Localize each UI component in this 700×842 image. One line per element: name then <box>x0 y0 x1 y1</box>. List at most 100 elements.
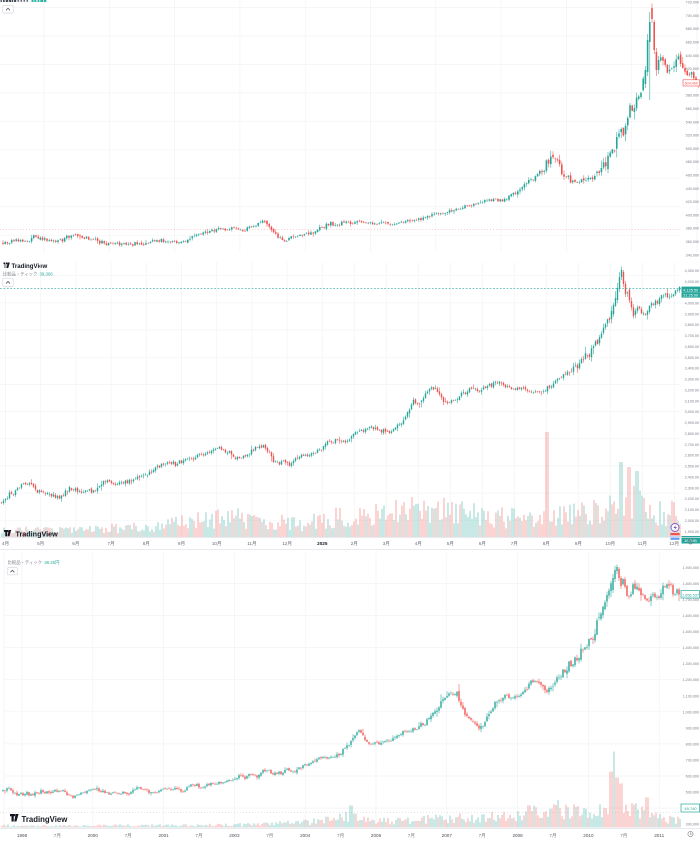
svg-text:2025: 2025 <box>317 541 328 546</box>
svg-text:1,800,000: 1,800,000 <box>683 582 699 586</box>
svg-text:TradingView: TradingView <box>16 529 59 538</box>
svg-text:1,400,000: 1,400,000 <box>683 646 699 650</box>
svg-text:2,800.00: 2,800.00 <box>685 432 699 436</box>
svg-text:2,500.00: 2,500.00 <box>685 465 699 469</box>
svg-text:7月: 7月 <box>408 833 415 839</box>
svg-text:580,000: 580,000 <box>686 94 699 98</box>
svg-text:620,000: 620,000 <box>686 67 699 71</box>
svg-text:7月: 7月 <box>620 833 627 839</box>
svg-text:2008: 2008 <box>512 833 523 838</box>
svg-text:21:25:09: 21:25:09 <box>683 294 698 298</box>
svg-text:3,800.00: 3,800.00 <box>685 323 699 327</box>
svg-text:2,100.00: 2,100.00 <box>685 508 699 512</box>
svg-text:500,000: 500,000 <box>686 147 699 151</box>
svg-text:2000: 2000 <box>88 833 99 838</box>
svg-text:2,200.00: 2,200.00 <box>685 497 699 501</box>
svg-text:3,100.00: 3,100.00 <box>685 399 699 403</box>
svg-text:2004: 2004 <box>300 833 311 838</box>
svg-text:2,600.00: 2,600.00 <box>685 454 699 458</box>
svg-text:4,125.50: 4,125.50 <box>683 288 698 292</box>
svg-text:8月: 8月 <box>143 541 150 547</box>
svg-text:7月: 7月 <box>511 541 518 547</box>
svg-text:7月: 7月 <box>479 833 486 839</box>
svg-text:600,000: 600,000 <box>686 775 699 779</box>
svg-text:2010: 2010 <box>583 833 594 838</box>
svg-text:2001: 2001 <box>158 833 169 838</box>
svg-text:11月: 11月 <box>247 541 256 547</box>
svg-text:7月: 7月 <box>266 833 273 839</box>
svg-text:380,000: 380,000 <box>686 227 699 231</box>
svg-text:2月: 2月 <box>351 541 358 547</box>
svg-text:1,900.00: 1,900.00 <box>685 530 699 534</box>
svg-text:3,600.00: 3,600.00 <box>685 345 699 349</box>
svg-text:TradingView: TradingView <box>12 263 48 270</box>
svg-text:比較品・ティック 39,366: 比較品・ティック 39,366 <box>3 270 54 277</box>
svg-text:1,600,000: 1,600,000 <box>683 614 699 618</box>
svg-text:1,300,000: 1,300,000 <box>683 662 699 666</box>
svg-text:7月: 7月 <box>549 833 556 839</box>
svg-text:3,200.00: 3,200.00 <box>685 389 699 393</box>
svg-text:480,000: 480,000 <box>686 160 699 164</box>
svg-text:2007: 2007 <box>442 833 453 838</box>
svg-text:12月: 12月 <box>669 541 679 547</box>
svg-text:520,000: 520,000 <box>686 134 699 138</box>
svg-text:1998: 1998 <box>17 833 28 838</box>
svg-text:49,740: 49,740 <box>684 806 697 811</box>
svg-text:680,000: 680,000 <box>686 27 699 31</box>
svg-text:604,400: 604,400 <box>685 82 698 86</box>
svg-text:500,000: 500,000 <box>686 791 699 795</box>
svg-text:6月: 6月 <box>479 541 486 547</box>
svg-text:3,500.00: 3,500.00 <box>685 356 699 360</box>
svg-text:300,000: 300,000 <box>686 823 699 827</box>
svg-text:440,000: 440,000 <box>686 187 699 191</box>
svg-text:2,400.00: 2,400.00 <box>685 475 699 479</box>
svg-text:560,000: 560,000 <box>686 107 699 111</box>
svg-text:700,000: 700,000 <box>686 14 699 18</box>
svg-text:2,300.00: 2,300.00 <box>685 486 699 490</box>
svg-text:340,000: 340,000 <box>686 253 699 257</box>
svg-text:3月: 3月 <box>383 541 390 547</box>
svg-text:4,200.00: 4,200.00 <box>685 280 699 284</box>
svg-text:9月: 9月 <box>178 541 185 547</box>
svg-text:3,000.00: 3,000.00 <box>685 410 699 414</box>
svg-text:3,400.00: 3,400.00 <box>685 367 699 371</box>
svg-text:7月: 7月 <box>108 541 115 547</box>
svg-text:660,000: 660,000 <box>686 41 699 45</box>
svg-text:7月: 7月 <box>337 833 344 839</box>
svg-text:720,000: 720,000 <box>686 1 699 5</box>
svg-text:1,100,000: 1,100,000 <box>683 694 699 698</box>
svg-text:TradingView: TradingView <box>22 815 69 824</box>
svg-text:460,000: 460,000 <box>686 174 699 178</box>
svg-text:4,000.00: 4,000.00 <box>685 302 699 306</box>
svg-text:7月: 7月 <box>54 833 61 839</box>
svg-text:8月: 8月 <box>543 541 550 547</box>
svg-text:3,700.00: 3,700.00 <box>685 334 699 338</box>
svg-text:5月: 5月 <box>447 541 454 547</box>
svg-text:7月: 7月 <box>195 833 202 839</box>
svg-text:900,000: 900,000 <box>686 726 699 730</box>
svg-text:400,000: 400,000 <box>686 213 699 217</box>
svg-text:7月: 7月 <box>125 833 132 839</box>
svg-text:比較品・ティック 38.25円: 比較品・ティック 38.25円 <box>8 559 60 566</box>
svg-text:1,000,000: 1,000,000 <box>683 710 699 714</box>
svg-text:2,700.00: 2,700.00 <box>685 443 699 447</box>
svg-text:12月: 12月 <box>282 541 292 547</box>
svg-text:9月: 9月 <box>575 541 582 547</box>
svg-text:2,000.00: 2,000.00 <box>685 519 699 523</box>
svg-text:10月: 10月 <box>212 541 222 547</box>
svg-text:360,000: 360,000 <box>686 240 699 244</box>
svg-text:5月: 5月 <box>37 541 44 547</box>
svg-text:420,000: 420,000 <box>686 200 699 204</box>
svg-text:3,300.00: 3,300.00 <box>685 378 699 382</box>
svg-text:1,656,537: 1,656,537 <box>682 593 699 597</box>
svg-text:2011: 2011 <box>654 833 664 838</box>
svg-text:540,000: 540,000 <box>686 120 699 124</box>
svg-text:2,900.00: 2,900.00 <box>685 421 699 425</box>
svg-text:1,500,000: 1,500,000 <box>683 630 699 634</box>
svg-text:10月: 10月 <box>605 541 615 547</box>
svg-text:2006: 2006 <box>371 833 382 838</box>
svg-text:4,300.00: 4,300.00 <box>685 269 699 273</box>
svg-text:640,000: 640,000 <box>686 54 699 58</box>
svg-text:800,000: 800,000 <box>686 742 699 746</box>
svg-text:4月: 4月 <box>415 541 422 547</box>
